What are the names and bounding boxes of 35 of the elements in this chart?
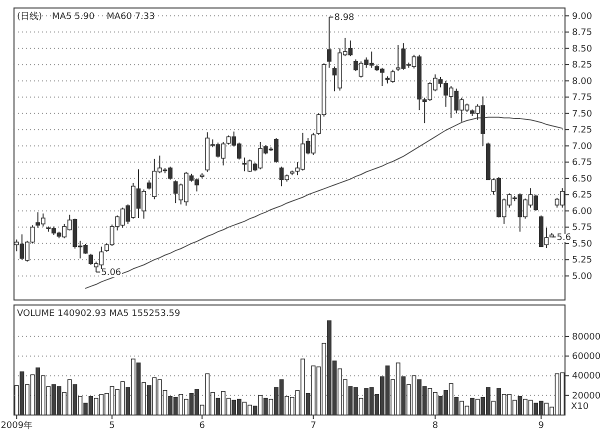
ytick: 20000 [572, 391, 601, 402]
annotation: VOLUME 140902.93 MA5 155253.59 [17, 309, 180, 319]
ytick: 5.00 [572, 272, 592, 282]
ytick: 7.50 [572, 109, 592, 120]
ytick: 7.25 [572, 126, 592, 136]
ytick: 7.75 [572, 93, 592, 104]
ytick: 6.50 [572, 174, 592, 184]
ytick: 8.50 [572, 44, 592, 54]
xtick: 9 [538, 421, 544, 431]
title: (日线) [17, 12, 42, 22]
annotation: MA60 7.33 [106, 12, 155, 22]
ytick: 80000 [572, 332, 601, 342]
ytick: 6.25 [572, 190, 592, 201]
ytick: 60000 [572, 352, 601, 362]
annotation: MA5 5.90 [52, 12, 95, 22]
ytick: 8.75 [572, 28, 592, 38]
ytick: 8.25 [572, 60, 592, 71]
ytick: 5.50 [572, 239, 592, 250]
value-label: 5.6 [551, 232, 572, 243]
ytick: 6.00 [572, 206, 592, 217]
xtick: 8 [432, 421, 438, 431]
ytick: 40000 [572, 372, 601, 382]
ytick: 6.75 [572, 158, 592, 168]
ytick: 9.00 [572, 12, 592, 22]
xtick: 2009年 [0, 421, 33, 431]
xtick: 5 [109, 421, 115, 431]
value-label: 8.98 [328, 13, 356, 24]
ylabel: X10 [571, 402, 589, 412]
value-label: 5.06 [96, 268, 122, 278]
xtick: 6 [199, 421, 205, 431]
ytick: 7.00 [572, 142, 592, 152]
ytick: 8.00 [572, 76, 592, 87]
ytick: 5.75 [572, 223, 592, 234]
xtick: 7 [310, 421, 316, 431]
ytick: 5.25 [572, 256, 592, 266]
